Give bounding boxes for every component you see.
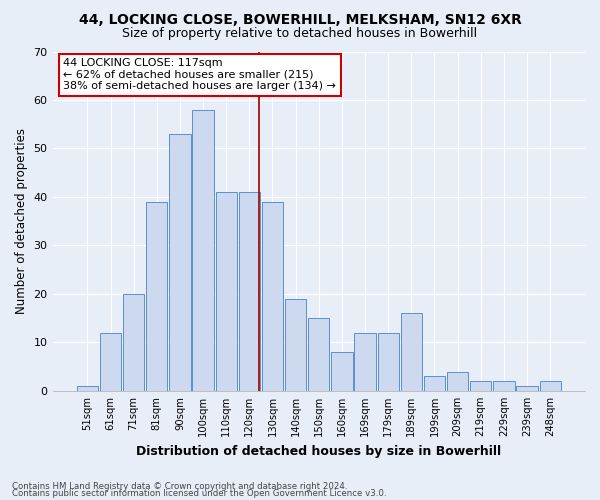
- Bar: [355, 332, 376, 391]
- Bar: [331, 352, 353, 391]
- Bar: [517, 386, 538, 391]
- Text: 44 LOCKING CLOSE: 117sqm
← 62% of detached houses are smaller (215)
38% of semi-: 44 LOCKING CLOSE: 117sqm ← 62% of detach…: [63, 58, 336, 92]
- X-axis label: Distribution of detached houses by size in Bowerhill: Distribution of detached houses by size …: [136, 444, 502, 458]
- Bar: [193, 110, 214, 391]
- Bar: [100, 332, 121, 391]
- Bar: [77, 386, 98, 391]
- Bar: [470, 381, 491, 391]
- Text: Size of property relative to detached houses in Bowerhill: Size of property relative to detached ho…: [122, 28, 478, 40]
- Text: Contains HM Land Registry data © Crown copyright and database right 2024.: Contains HM Land Registry data © Crown c…: [12, 482, 347, 491]
- Bar: [401, 314, 422, 391]
- Bar: [424, 376, 445, 391]
- Bar: [146, 202, 167, 391]
- Bar: [262, 202, 283, 391]
- Bar: [215, 192, 237, 391]
- Bar: [285, 299, 306, 391]
- Bar: [447, 372, 468, 391]
- Bar: [308, 318, 329, 391]
- Text: Contains public sector information licensed under the Open Government Licence v3: Contains public sector information licen…: [12, 490, 386, 498]
- Bar: [377, 332, 399, 391]
- Bar: [169, 134, 191, 391]
- Text: 44, LOCKING CLOSE, BOWERHILL, MELKSHAM, SN12 6XR: 44, LOCKING CLOSE, BOWERHILL, MELKSHAM, …: [79, 12, 521, 26]
- Y-axis label: Number of detached properties: Number of detached properties: [15, 128, 28, 314]
- Bar: [493, 381, 515, 391]
- Bar: [239, 192, 260, 391]
- Bar: [539, 381, 561, 391]
- Bar: [123, 294, 145, 391]
